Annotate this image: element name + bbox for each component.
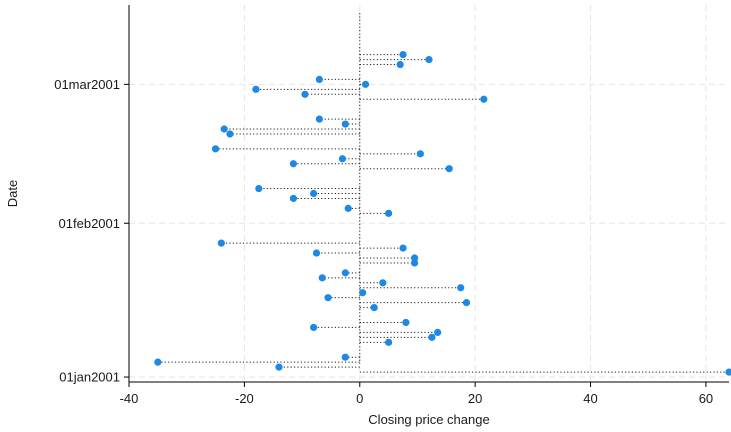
y-axis-title: Date — [5, 180, 20, 207]
x-tick-label: 60 — [699, 391, 713, 406]
data-point — [425, 55, 433, 64]
data-point — [217, 239, 225, 247]
data-point — [226, 130, 234, 138]
data-point — [338, 155, 347, 163]
data-point — [289, 194, 298, 203]
data-point — [379, 279, 387, 287]
x-tick-label: -40 — [120, 391, 139, 406]
data-point — [301, 90, 309, 98]
x-axis-title: Closing price change — [368, 412, 489, 427]
data-point — [324, 294, 332, 302]
data-point — [344, 204, 352, 212]
data-point — [341, 269, 349, 277]
y-tick-label: 01feb2001 — [59, 216, 120, 231]
data-point — [211, 145, 220, 153]
data-point — [370, 303, 378, 312]
data-point — [399, 51, 407, 59]
data-point — [220, 125, 228, 133]
data-point — [428, 333, 436, 341]
data-point — [385, 338, 393, 346]
x-tick-label: 40 — [583, 391, 597, 406]
data-point — [312, 249, 321, 257]
data-point — [399, 244, 407, 252]
data-point — [310, 189, 318, 198]
axes — [128, 5, 729, 383]
x-tick-label: 20 — [468, 391, 482, 406]
data-point — [315, 115, 323, 123]
data-point — [341, 353, 349, 361]
data-point — [275, 363, 283, 371]
data-point — [255, 184, 263, 193]
grid — [128, 5, 729, 382]
data-point — [480, 95, 488, 103]
data-point — [359, 289, 367, 297]
data-point — [457, 284, 465, 292]
data-point — [310, 323, 318, 332]
drop-lines — [157, 54, 729, 373]
data-point — [445, 165, 453, 173]
y-tick-label: 01jan2001 — [59, 370, 120, 385]
data-point — [462, 299, 471, 307]
data-point — [289, 160, 298, 168]
data-points — [154, 51, 731, 376]
x-ticks: -40 -20 0 20 40 60 — [120, 382, 713, 406]
y-ticks: 01jan2001 01feb2001 01mar2001 — [54, 77, 129, 385]
y-tick-label: 01mar2001 — [54, 77, 120, 92]
data-point — [385, 209, 393, 217]
data-point — [402, 318, 410, 327]
data-point — [318, 274, 326, 282]
data-point — [410, 254, 419, 262]
data-point — [725, 368, 731, 376]
data-point — [434, 328, 442, 336]
data-point — [410, 259, 419, 267]
data-point — [361, 80, 370, 88]
data-point — [341, 120, 349, 128]
data-point — [396, 60, 404, 69]
data-point — [416, 150, 424, 158]
data-point — [252, 85, 260, 93]
x-tick-label: 0 — [356, 391, 363, 406]
x-tick-label: -20 — [235, 391, 254, 406]
data-point — [315, 75, 323, 84]
data-point — [154, 358, 162, 366]
